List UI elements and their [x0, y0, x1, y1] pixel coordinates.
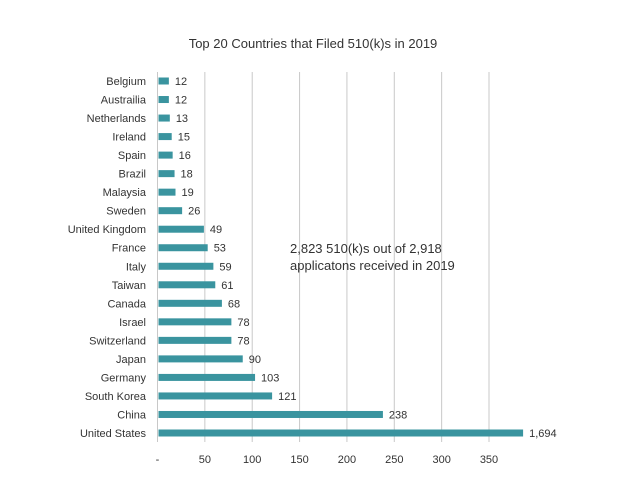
- data-label: 121: [278, 391, 296, 403]
- data-labels: 1212131516181926495359616878789010312123…: [175, 76, 557, 440]
- data-label: 19: [181, 187, 193, 199]
- category-label: Brazil: [118, 169, 146, 181]
- category-label: United Kingdom: [68, 224, 146, 236]
- annotation-line-1: 2,823 510(k)s out of 2,918: [290, 241, 442, 256]
- bar: [158, 281, 216, 289]
- bar: [158, 262, 214, 270]
- category-label: United States: [80, 428, 147, 440]
- x-tick-label: 100: [243, 454, 261, 466]
- category-label: Spain: [118, 150, 146, 162]
- data-label: 15: [178, 132, 190, 144]
- data-label: 12: [175, 95, 187, 107]
- category-label: Netherlands: [87, 113, 147, 125]
- category-label: Belgium: [106, 76, 146, 88]
- x-tick-label: 200: [338, 454, 356, 466]
- bar: [158, 318, 232, 326]
- x-tick-labels: - 50 100 150 200 250 300 350: [156, 454, 499, 466]
- bar: [158, 96, 169, 104]
- bar: [158, 77, 169, 85]
- data-label: 18: [181, 169, 193, 181]
- data-label: 68: [228, 298, 240, 310]
- bar: [158, 151, 173, 159]
- bar: [158, 336, 232, 344]
- category-label: Israel: [119, 317, 146, 329]
- category-label: Japan: [116, 354, 146, 366]
- bar: [158, 170, 175, 178]
- category-label: Italy: [126, 261, 147, 273]
- category-label: France: [112, 243, 146, 255]
- bar: [158, 410, 383, 418]
- category-labels: Belgium Austrailia Netherlands Ireland Spain…: [68, 76, 147, 440]
- data-label: 13: [176, 113, 188, 125]
- bar: [158, 392, 273, 400]
- data-label: 78: [237, 317, 249, 329]
- data-label: 16: [179, 150, 191, 162]
- bar: [158, 114, 170, 122]
- bar: [158, 355, 243, 363]
- data-label: 90: [249, 354, 261, 366]
- category-label: Austrailia: [101, 95, 147, 107]
- bar: [158, 429, 524, 437]
- data-label: 12: [175, 76, 187, 88]
- annotation-line-2: applicatons received in 2019: [290, 258, 455, 273]
- category-label: South Korea: [85, 391, 147, 403]
- bar: [158, 299, 222, 307]
- data-label: 49: [210, 224, 222, 236]
- bar: [158, 225, 204, 233]
- data-label: 78: [237, 335, 249, 347]
- bar: [158, 133, 172, 141]
- bar: [158, 188, 176, 196]
- data-label: 26: [188, 206, 200, 218]
- data-label: 1,694: [529, 428, 557, 440]
- category-label: Germany: [101, 372, 147, 384]
- x-tick-label: 50: [199, 454, 211, 466]
- data-label: 53: [214, 243, 226, 255]
- category-label: Ireland: [112, 132, 146, 144]
- x-tick-label: 150: [290, 454, 308, 466]
- category-label: Canada: [107, 298, 146, 310]
- data-label: 238: [389, 409, 407, 421]
- x-tick-label: -: [156, 454, 160, 466]
- category-label: Sweden: [106, 206, 146, 218]
- category-label: Taiwan: [112, 280, 146, 292]
- x-tick-label: 300: [432, 454, 450, 466]
- chart-title: Top 20 Countries that Filed 510(k)s in 2…: [189, 36, 438, 51]
- bar: [158, 244, 208, 252]
- category-label: Switzerland: [89, 335, 146, 347]
- bars: [158, 77, 524, 437]
- x-tick-label: 250: [385, 454, 403, 466]
- category-label: China: [117, 409, 147, 421]
- gridlines: [157, 72, 490, 442]
- bar: [158, 207, 183, 215]
- bar: [158, 373, 256, 381]
- data-label: 103: [261, 372, 279, 384]
- x-tick-label: 350: [480, 454, 498, 466]
- data-label: 61: [221, 280, 233, 292]
- data-label: 59: [219, 261, 231, 273]
- category-label: Malaysia: [103, 187, 147, 199]
